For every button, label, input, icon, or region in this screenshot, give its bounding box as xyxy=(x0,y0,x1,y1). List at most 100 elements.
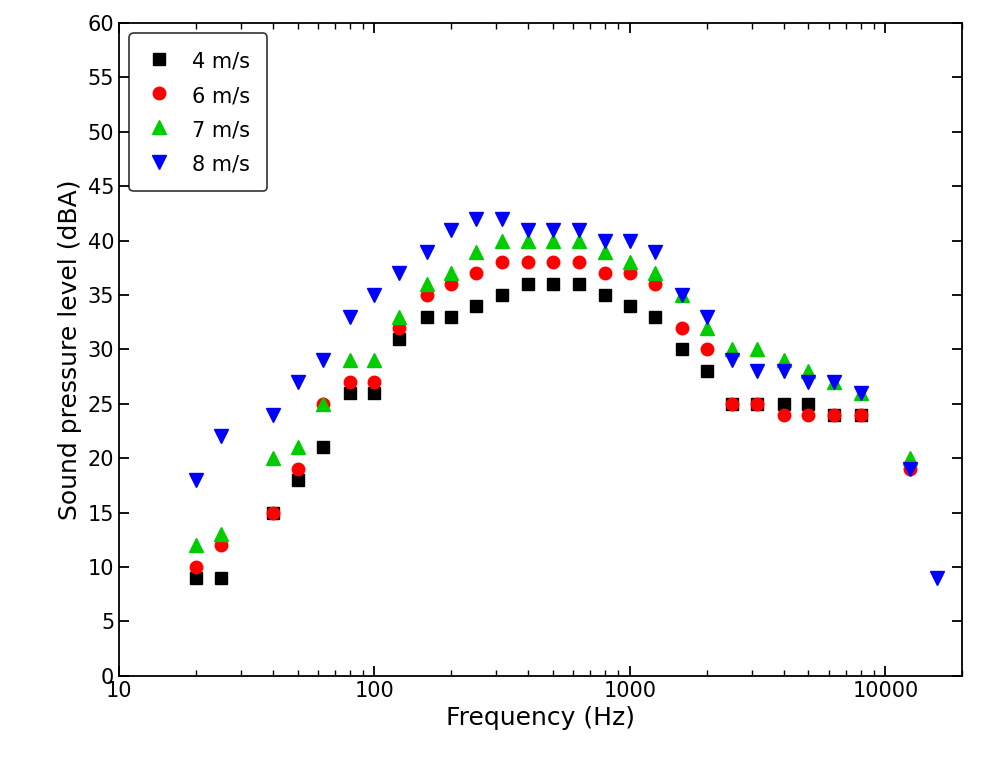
4 m/s xyxy=(368,389,380,398)
7 m/s xyxy=(470,247,482,257)
4 m/s xyxy=(214,573,226,583)
6 m/s xyxy=(649,280,661,289)
8 m/s xyxy=(445,225,457,234)
7 m/s xyxy=(523,236,535,245)
6 m/s xyxy=(496,258,508,267)
8 m/s xyxy=(677,290,688,300)
7 m/s xyxy=(725,345,737,354)
4 m/s xyxy=(292,475,304,485)
7 m/s xyxy=(828,377,840,386)
4 m/s xyxy=(344,389,356,398)
6 m/s xyxy=(421,290,433,300)
8 m/s xyxy=(267,410,279,419)
4 m/s xyxy=(523,280,535,289)
6 m/s xyxy=(572,258,584,267)
4 m/s xyxy=(317,442,329,452)
4 m/s xyxy=(624,301,636,310)
7 m/s xyxy=(803,366,814,376)
8 m/s xyxy=(624,236,636,245)
6 m/s xyxy=(624,269,636,278)
4 m/s xyxy=(828,410,840,419)
6 m/s xyxy=(778,410,790,419)
4 m/s xyxy=(677,345,688,354)
Line: 7 m/s: 7 m/s xyxy=(189,233,917,552)
6 m/s xyxy=(393,323,405,333)
6 m/s xyxy=(470,269,482,278)
8 m/s xyxy=(344,312,356,321)
6 m/s xyxy=(599,269,611,278)
7 m/s xyxy=(599,247,611,257)
4 m/s xyxy=(649,312,661,321)
8 m/s xyxy=(778,366,790,376)
6 m/s xyxy=(214,541,226,550)
6 m/s xyxy=(523,258,535,267)
8 m/s xyxy=(547,225,558,234)
6 m/s xyxy=(701,345,713,354)
4 m/s xyxy=(393,334,405,343)
4 m/s xyxy=(778,399,790,409)
6 m/s xyxy=(317,399,329,409)
8 m/s xyxy=(649,247,661,257)
7 m/s xyxy=(344,356,356,365)
7 m/s xyxy=(624,258,636,267)
8 m/s xyxy=(725,356,737,365)
Line: 6 m/s: 6 m/s xyxy=(189,257,917,573)
4 m/s xyxy=(445,312,457,321)
8 m/s xyxy=(292,377,304,386)
7 m/s xyxy=(267,454,279,463)
6 m/s xyxy=(344,377,356,386)
6 m/s xyxy=(292,465,304,474)
7 m/s xyxy=(190,541,202,550)
6 m/s xyxy=(855,410,867,419)
6 m/s xyxy=(677,323,688,333)
8 m/s xyxy=(855,389,867,398)
Line: 4 m/s: 4 m/s xyxy=(189,278,867,584)
Y-axis label: Sound pressure level (dBA): Sound pressure level (dBA) xyxy=(58,179,82,520)
X-axis label: Frequency (Hz): Frequency (Hz) xyxy=(446,707,635,730)
6 m/s xyxy=(445,280,457,289)
4 m/s xyxy=(751,399,763,409)
Legend: 4 m/s, 6 m/s, 7 m/s, 8 m/s: 4 m/s, 6 m/s, 7 m/s, 8 m/s xyxy=(130,34,267,191)
8 m/s xyxy=(393,269,405,278)
6 m/s xyxy=(803,410,814,419)
7 m/s xyxy=(547,236,558,245)
8 m/s xyxy=(470,214,482,223)
8 m/s xyxy=(904,465,916,474)
8 m/s xyxy=(599,236,611,245)
4 m/s xyxy=(421,312,433,321)
7 m/s xyxy=(855,389,867,398)
7 m/s xyxy=(751,345,763,354)
8 m/s xyxy=(190,475,202,485)
8 m/s xyxy=(496,214,508,223)
7 m/s xyxy=(496,236,508,245)
4 m/s xyxy=(496,290,508,300)
4 m/s xyxy=(470,301,482,310)
8 m/s xyxy=(368,290,380,300)
7 m/s xyxy=(778,356,790,365)
6 m/s xyxy=(725,399,737,409)
Line: 8 m/s: 8 m/s xyxy=(189,212,944,585)
6 m/s xyxy=(751,399,763,409)
7 m/s xyxy=(701,323,713,333)
6 m/s xyxy=(547,258,558,267)
7 m/s xyxy=(214,530,226,539)
4 m/s xyxy=(803,399,814,409)
6 m/s xyxy=(267,508,279,518)
4 m/s xyxy=(190,573,202,583)
7 m/s xyxy=(572,236,584,245)
7 m/s xyxy=(904,454,916,463)
8 m/s xyxy=(803,377,814,386)
7 m/s xyxy=(368,356,380,365)
8 m/s xyxy=(214,432,226,441)
8 m/s xyxy=(572,225,584,234)
8 m/s xyxy=(931,573,943,583)
4 m/s xyxy=(701,366,713,376)
8 m/s xyxy=(421,247,433,257)
8 m/s xyxy=(701,312,713,321)
4 m/s xyxy=(267,508,279,518)
7 m/s xyxy=(421,280,433,289)
4 m/s xyxy=(855,410,867,419)
6 m/s xyxy=(904,465,916,474)
8 m/s xyxy=(523,225,535,234)
7 m/s xyxy=(445,269,457,278)
